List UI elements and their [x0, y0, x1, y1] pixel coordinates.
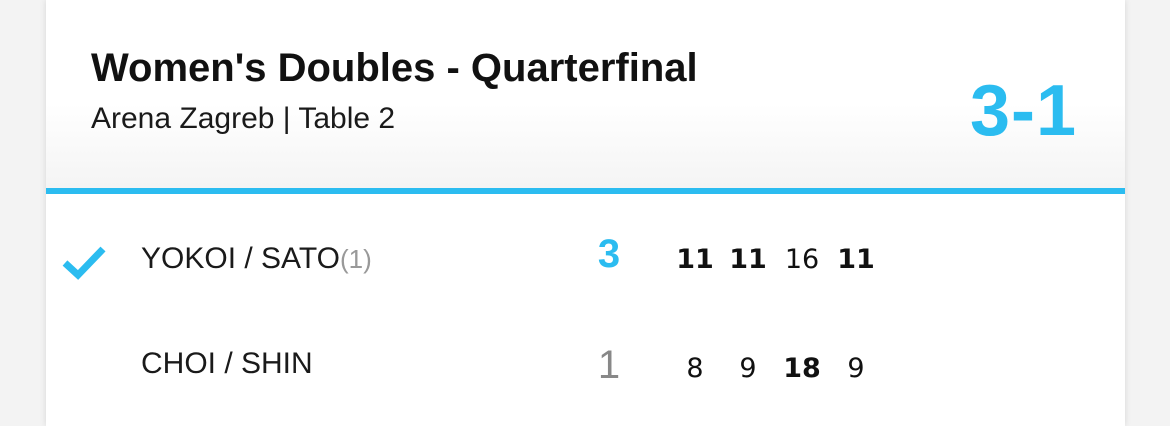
divider [46, 188, 1125, 194]
game-score: 9 [847, 353, 865, 384]
team-name: CHOI / SHIN [141, 347, 313, 380]
team-name: YOKOI / SATO [141, 242, 340, 275]
winner-check-icon [62, 246, 106, 280]
game-score: 18 [783, 353, 821, 384]
sets-won: 3 [597, 232, 621, 276]
match-score: 3-1 [969, 71, 1077, 151]
match-card: Women's Doubles - Quarterfinal Arena Zag… [46, 0, 1125, 426]
game-score: 8 [686, 353, 704, 384]
team-row-2: CHOI / SHIN 1 8 9 18 9 [46, 335, 1125, 395]
match-header: Women's Doubles - Quarterfinal Arena Zag… [46, 0, 1125, 188]
match-venue: Arena Zagreb | Table 2 [91, 102, 396, 135]
game-score: 9 [739, 353, 757, 384]
sets-won: 1 [597, 343, 621, 387]
game-score: 16 [784, 244, 820, 275]
match-title: Women's Doubles - Quarterfinal [91, 46, 698, 90]
game-score: 11 [837, 244, 875, 275]
team-seed: (1) [339, 244, 372, 274]
game-score: 11 [729, 244, 767, 275]
game-score: 11 [676, 244, 714, 275]
team-row-1: YOKOI / SATO(1) 3 11 11 16 11 [46, 230, 1125, 290]
